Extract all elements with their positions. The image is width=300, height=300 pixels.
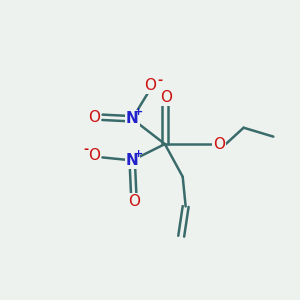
Text: O: O — [160, 90, 172, 105]
Text: O: O — [144, 78, 156, 93]
Text: N: N — [126, 111, 139, 126]
Text: -: - — [83, 142, 89, 156]
Text: O: O — [88, 110, 100, 125]
Text: +: + — [134, 107, 143, 117]
Text: -: - — [157, 74, 162, 87]
Text: O: O — [213, 136, 225, 152]
Text: O: O — [88, 148, 100, 164]
Text: +: + — [134, 149, 143, 159]
Text: N: N — [126, 153, 139, 168]
Text: O: O — [128, 194, 140, 209]
